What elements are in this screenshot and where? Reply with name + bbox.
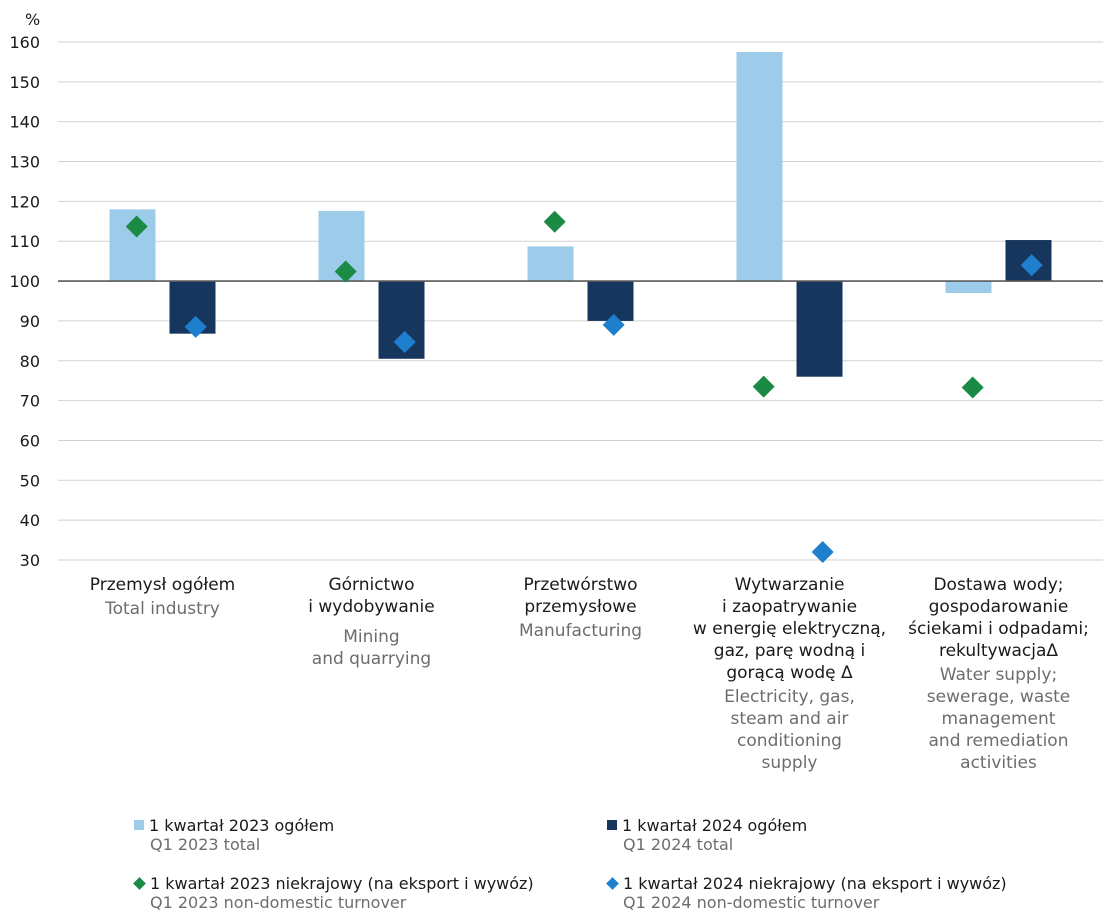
chart: 30 40 50 60 70 80 90 100 110 120 130 140 150 160 % Pr…	[9, 10, 1103, 773]
category-label-pl: Przemysł ogółem	[90, 575, 235, 595]
category-label-en: management	[942, 709, 1056, 729]
legend-label-en: Q1 2024 non-domestic turnover	[623, 893, 880, 912]
bar-q1-2023-total	[945, 281, 992, 294]
category-label-en: Electricity, gas,	[724, 687, 855, 707]
legend-label-pl: 1 kwartał 2023 ogółem	[149, 816, 335, 835]
marker-q1-2023-non-domestic	[543, 210, 566, 233]
legend-label-pl: 1 kwartał 2024 niekrajowy (na eksport i …	[623, 874, 1007, 893]
y-tick-label: 50	[20, 471, 40, 490]
category-label-en: and quarrying	[312, 649, 431, 669]
category-label-pl: Wytwarzanie	[735, 575, 845, 595]
y-tick-label: 140	[9, 113, 40, 132]
category-label-pl: gospodarowanie	[929, 597, 1069, 617]
category-label-en: Total industry	[104, 599, 220, 619]
y-tick-label: 30	[20, 551, 40, 570]
legend-label-pl: 1 kwartał 2023 niekrajowy (na eksport i …	[150, 874, 534, 893]
marker-q1-2024-non-domestic	[602, 313, 625, 336]
category-label-pl: przemysłowe	[524, 597, 636, 617]
legend-label-en: Q1 2023 total	[150, 835, 261, 854]
legend-marker	[133, 877, 146, 890]
legend-swatch	[134, 820, 144, 830]
category-label-en: and remediation	[929, 731, 1069, 751]
category-label-en: conditioning	[737, 731, 842, 751]
y-tick-label: 100	[9, 272, 40, 291]
marker-q1-2024-non-domestic	[393, 331, 416, 354]
y-tick-label: 40	[20, 511, 40, 530]
category-label-pl: ściekami i odpadami;	[908, 619, 1089, 639]
marker-q1-2023-non-domestic	[334, 260, 357, 283]
legend-swatch	[607, 820, 617, 830]
bar-q1-2023-total	[736, 51, 783, 282]
y-tick-label: 80	[20, 352, 40, 371]
y-axis-label: %	[25, 10, 40, 29]
category-label-pl: rekultywacjaΔ	[939, 641, 1058, 661]
y-axis: 30 40 50 60 70 80 90 100 110 120 130 140 150 160	[9, 33, 40, 570]
marker-q1-2023-non-domestic	[961, 376, 984, 399]
marker-q1-2023-non-domestic	[752, 375, 775, 398]
category-label-pl: Przetwórstwo	[523, 575, 637, 595]
category-label-pl: Górnictwo	[328, 575, 414, 595]
category-label-en: activities	[960, 753, 1037, 773]
category-label-pl: gaz, parę wodną i	[714, 641, 865, 661]
category-label-pl: i zaopatrywanie	[722, 597, 857, 617]
bar-q1-2024-total	[587, 281, 634, 321]
category-label-pl: Dostawa wody;	[933, 575, 1063, 595]
legend-marker	[606, 877, 619, 890]
y-tick-label: 110	[9, 232, 40, 251]
y-tick-label: 90	[20, 312, 40, 331]
y-tick-label: 160	[9, 33, 40, 52]
marker-q1-2024-non-domestic	[1020, 254, 1043, 277]
bars	[109, 51, 1052, 377]
y-tick-label: 130	[9, 153, 40, 172]
legend-label-en: Q1 2023 non-domestic turnover	[150, 893, 407, 912]
marker-q1-2024-non-domestic	[184, 315, 207, 338]
category-label-en: Water supply;	[940, 665, 1057, 685]
category-label-pl: w energię elektryczną,	[693, 619, 886, 639]
legend-item-q1-2024-total: 1 kwartał 2024 ogółem Q1 2024 total	[607, 816, 807, 854]
category-label-en: Mining	[343, 627, 399, 647]
gridlines	[58, 41, 1103, 561]
bar-q1-2024-total	[796, 281, 843, 377]
category-label-en: supply	[762, 753, 818, 773]
category-label-pl: gorącą wodę Δ	[726, 663, 853, 683]
marker-q1-2023-non-domestic	[125, 215, 148, 238]
bar-q1-2023-total	[527, 246, 574, 282]
category-label-en: Manufacturing	[519, 621, 642, 641]
legend-item-q1-2023-total: 1 kwartał 2023 ogółem Q1 2023 total	[134, 816, 334, 854]
legend-label-en: Q1 2024 total	[623, 835, 734, 854]
legend-item-q1-2023-non-domestic: 1 kwartał 2023 niekrajowy (na eksport i …	[133, 874, 534, 912]
y-tick-label: 150	[9, 73, 40, 92]
y-tick-label: 120	[9, 192, 40, 211]
legend-item-q1-2024-non-domestic: 1 kwartał 2024 niekrajowy (na eksport i …	[606, 874, 1007, 912]
category-label-pl: i wydobywanie	[308, 597, 434, 617]
category-label-en: sewerage, waste	[927, 687, 1070, 707]
category-label-en: steam and air	[731, 709, 849, 729]
markers	[125, 210, 1043, 564]
y-tick-label: 70	[20, 392, 40, 411]
legend-label-pl: 1 kwartał 2024 ogółem	[622, 816, 808, 835]
marker-q1-2024-non-domestic	[811, 541, 834, 564]
y-tick-label: 60	[20, 431, 40, 450]
